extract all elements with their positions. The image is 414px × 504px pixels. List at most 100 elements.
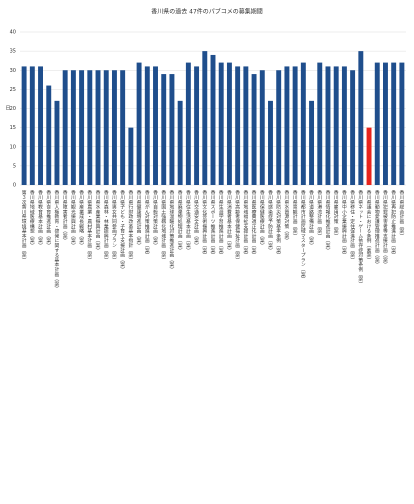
bar [38,66,43,185]
x-tick-label: 香川県スポーツ推進計画（案） [210,189,215,257]
bar [202,51,208,185]
x-tick-label: 香川県農業・農村基本計画（案） [86,189,91,262]
x-tick-label: 香川県地球温暖化対策推進計画（案） [168,189,173,271]
y-tick-label: 0 [13,183,16,189]
x-tick-label: 香川県都市計画区域マスタープラン（案） [300,189,305,281]
x-tick-label: 香川県道路整備計画（案） [308,189,313,247]
x-tick-label: 香川県生涯学習推進計画（案） [218,189,223,257]
x-tick-label: 香川県雇用対策（案） [333,189,338,238]
bar [276,70,282,185]
y-tick-label: 30 [10,68,16,74]
x-tick-label: 第３次香川県環境基本計画（案） [21,189,26,262]
bar [144,66,150,185]
x-tick-label: 香川県中小企業振興計画（案） [341,189,346,257]
x-tick-label: 香川県消費者基本計画（案） [226,189,231,252]
bar [194,66,200,185]
bar [259,70,265,185]
bar [185,62,191,185]
x-tick-label: 香川県移住・定住促進計画（案） [349,189,354,262]
bar [111,70,117,185]
bar [161,74,167,185]
x-tick-label: 香川県産業成長戦略（案） [78,189,83,247]
x-tick-label: 香川県感染症予防計画（案） [267,189,272,252]
x-tick-label: 香川県港湾計画（案） [316,189,321,238]
x-tick-label: 香川県子ども・子育て支援計画（案） [119,189,124,271]
bar [317,62,323,185]
bar [128,127,134,185]
bar [218,62,224,185]
y-tick-label: 15 [10,125,16,131]
bar [341,66,347,185]
x-tick-label: 香川県議会における条例（素案） [366,189,371,262]
x-tick-label: 香川県交通安全計画（案） [193,189,198,247]
x-tick-label: 香川県文化芸術振興計画（案） [201,189,206,257]
y-tick-label: 40 [10,30,16,36]
x-tick-label: 香川県行財政改革基本指針（案） [127,189,132,262]
bar [366,127,372,185]
bar [399,62,405,185]
x-tick-label: 香川県廃棄物処理計画（案） [177,189,182,252]
bar [87,70,93,185]
x-tick-label: 香川県防災対策基本条例（案） [275,189,280,257]
x-tick-label: 香川県医療費適正化計画（案） [251,189,256,257]
y-tick-label: 25 [10,87,16,93]
x-tick-label: 香川県障害者計画（案） [62,189,67,243]
x-tick-label: 香川県保健医療計画（案） [259,189,264,247]
y-tick-label: 20 [10,106,16,112]
y-tick-label: 35 [10,49,16,55]
x-tick-label: 香川県食育推進計画（案） [45,189,50,247]
bar [292,66,298,185]
bar [226,62,232,185]
bar [374,62,380,185]
x-tick-label: 香川県がん対策推進計画（案） [144,189,149,257]
bar [29,66,35,185]
x-tick-label: 香川県男女共同参画プラン（案） [111,189,116,262]
chart-title: 香川県の過去 47件のパブコメの募集期間 [151,8,263,16]
x-tick-label: 香川県自殺対策計画（案） [152,189,157,247]
bar [136,62,142,185]
x-tick-label: 香川県地域医療構想（案） [29,189,34,247]
y-axis-label: 日 [5,106,10,112]
bar [70,70,76,185]
bar [54,100,60,185]
x-tick-label: 香川県健康増進計画（案） [136,189,141,247]
bar [235,66,241,185]
bar [177,100,183,185]
bar [350,70,356,185]
y-tick-label: 5 [13,163,16,169]
x-tick-label: 香川県住生活基本計画（案） [185,189,190,252]
x-tick-label: 香川県国土強靱化地域計画（案） [160,189,165,262]
x-tick-label: 香川県情報化推進計画（案） [324,189,329,252]
bar [120,70,126,185]
bar [284,66,290,185]
x-tick-label: 香川県森林・林業振興計画（案） [103,189,108,262]
x-tick-label: 香川県水資源対策（案） [283,189,288,243]
x-tick-label: 香川県総合計画（案） [398,189,403,238]
bar [153,66,158,185]
bar [251,74,257,185]
bar [300,62,306,185]
bar [103,70,109,185]
x-tick-label: 香川県ネット・ゲーム依存症対策条例（案） [357,189,362,286]
bar [46,85,52,185]
x-tick-label: 香川県地域福祉支援計画（案） [242,189,247,257]
bar [333,66,339,185]
x-tick-label: 香川県観光振興計画（案） [70,189,75,247]
x-tick-label: 香川県水産業振興計画（案） [95,189,100,252]
bar [383,62,388,185]
bar [268,100,273,185]
x-tick-label: 香川県人権教育・啓発に関する基本計画（案） [53,189,58,291]
y-tick-label: 10 [10,144,16,150]
bar [325,66,331,185]
x-tick-label: 香川県再犯防止推進計画（案） [390,189,395,257]
bar [358,51,364,185]
bar [210,54,216,186]
bar [309,100,315,185]
x-tick-label: 香川県犯罪被害者等支援計画（案） [382,189,387,267]
bar [79,70,85,185]
bar [95,70,101,185]
bar [62,70,68,185]
x-tick-label: 香川県高齢者保健福祉計画（案） [234,189,239,262]
x-tick-label: 香川県景観計画（案） [292,189,297,238]
